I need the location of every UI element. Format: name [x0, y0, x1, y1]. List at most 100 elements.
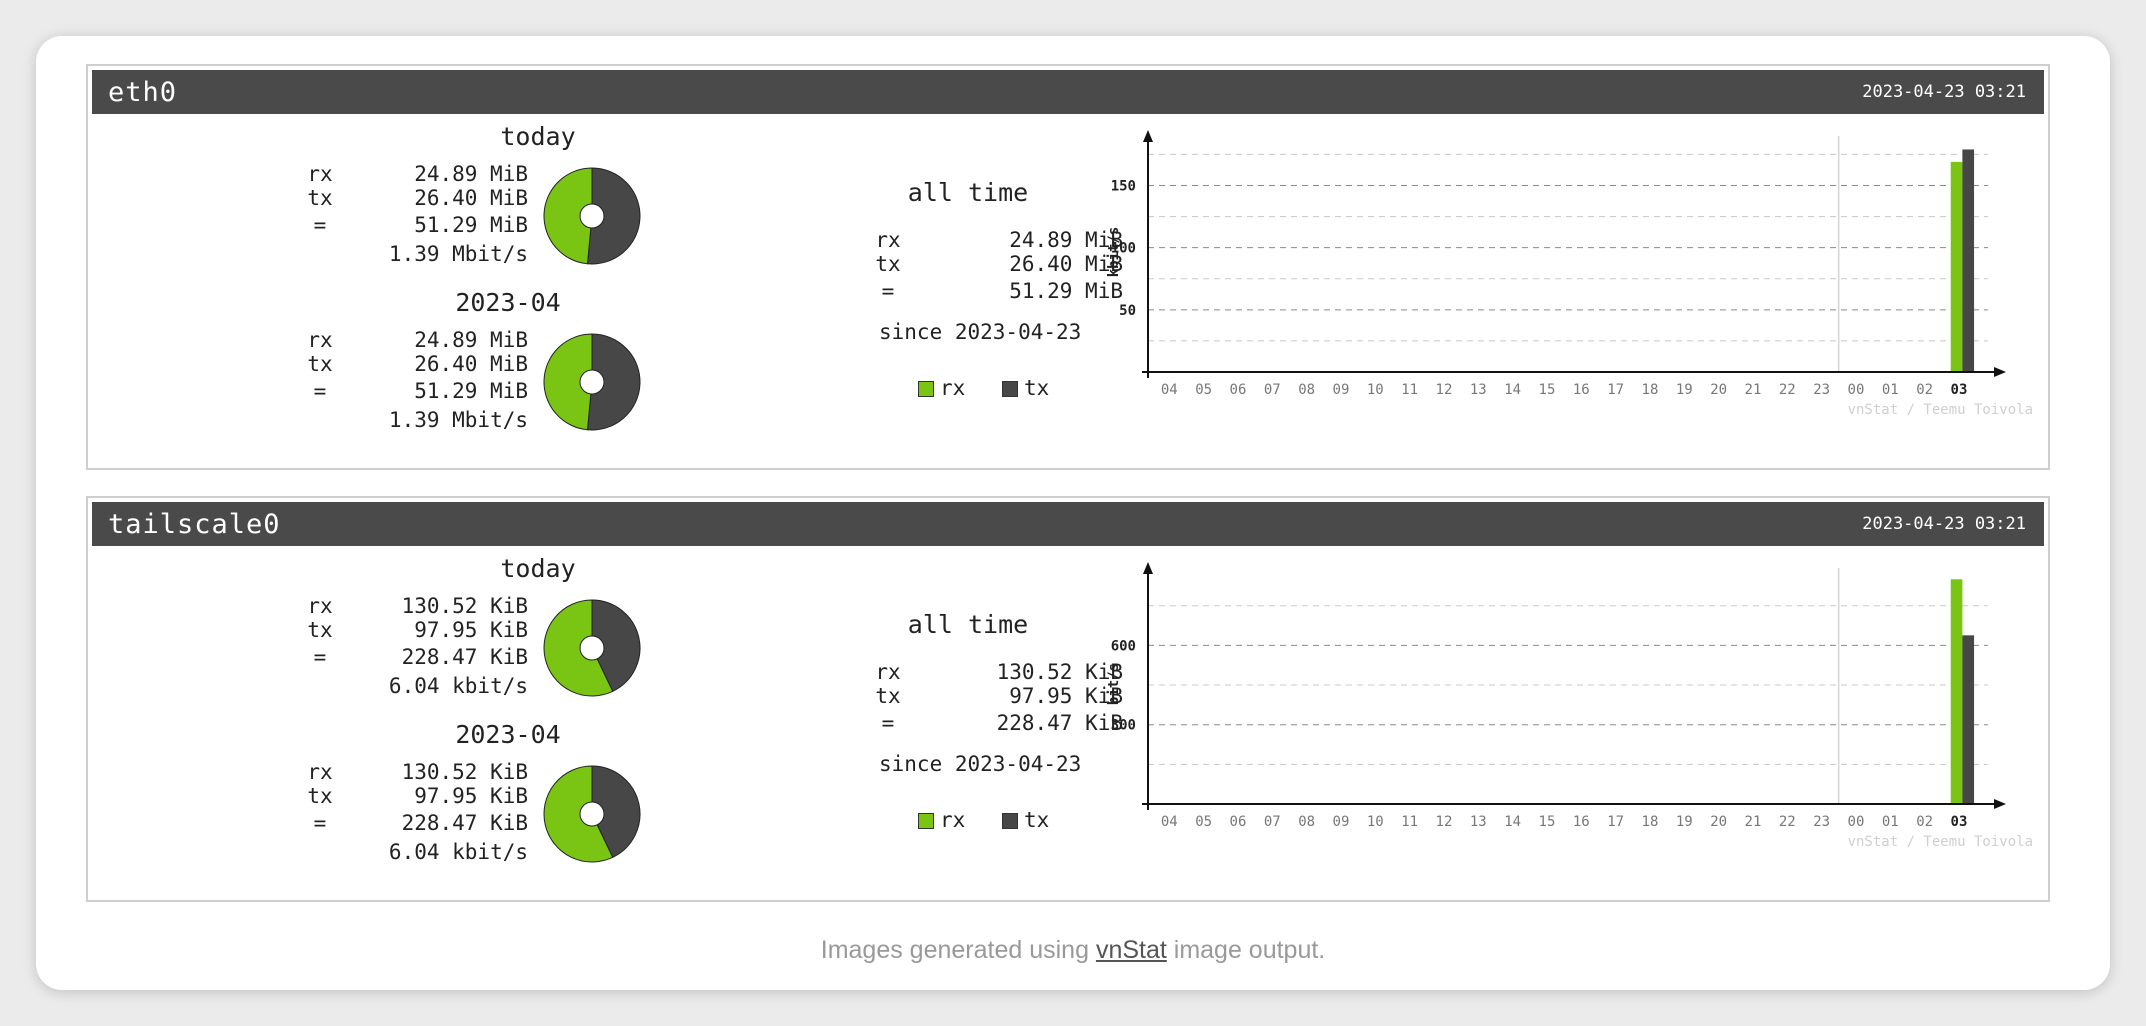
y-tick-label: 150 [1111, 179, 1136, 195]
total-label: = [881, 711, 895, 735]
pie-hole [579, 369, 605, 395]
pie-slice-rx [543, 167, 593, 265]
legend-tx-label: tx [1024, 376, 1050, 400]
bar-rx-03 [1950, 579, 1963, 804]
x-tick-label: 11 [1401, 814, 1418, 830]
x-tick-label: 01 [1882, 382, 1899, 398]
x-tick-label: 08 [1298, 814, 1315, 830]
today-title: today [500, 122, 576, 151]
timestamp: 2023-04-23 03:21 [1862, 82, 2026, 102]
since-date: since 2023-04-23 [879, 752, 1082, 776]
x-tick-label: 02 [1916, 382, 1933, 398]
x-tick-label: 04 [1161, 382, 1178, 398]
x-tick-label: 16 [1573, 382, 1590, 398]
x-tick-label: 21 [1745, 814, 1762, 830]
legend-rx-swatch [918, 813, 934, 829]
today-pie-chart [543, 167, 641, 265]
y-tick-label: 600 [1111, 638, 1136, 654]
tx-label: tx [307, 352, 333, 376]
x-axis-arrow [1994, 799, 2006, 809]
bar-tx-03 [1962, 635, 1975, 804]
rx-label: rx [307, 760, 333, 784]
x-tick-label: 17 [1607, 814, 1624, 830]
total-value: 51.29 MiB [1009, 279, 1123, 303]
y-tick-label: 300 [1111, 718, 1136, 734]
x-tick-label: 15 [1539, 814, 1556, 830]
tx-value: 97.95 KiB [414, 784, 528, 808]
hourly-traffic-chart: 04 05 06 07 08 09 10 11 12 13 14 15 16 17 18 19 20 21 22 23… [1106, 130, 2033, 418]
y-axis-label: bit/s [1106, 663, 1122, 705]
pie-hole [579, 635, 605, 661]
x-tick-label: 06 [1230, 814, 1247, 830]
x-tick-label: 19 [1676, 814, 1693, 830]
x-tick-label: 18 [1642, 382, 1659, 398]
x-tick-label: 14 [1504, 814, 1521, 830]
x-tick-label: 08 [1298, 382, 1315, 398]
pie-slice-rx [543, 599, 614, 697]
timestamp: 2023-04-23 03:21 [1862, 514, 2026, 534]
x-tick-label: 01 [1882, 814, 1899, 830]
x-tick-label: 05 [1195, 382, 1212, 398]
interface-name: tailscale0 [108, 509, 281, 540]
alltime-title: all time [907, 610, 1029, 639]
alltime-title: all time [907, 178, 1029, 207]
tx-label: tx [307, 618, 333, 642]
x-axis-arrow [1994, 367, 2006, 377]
x-tick-label: 12 [1436, 814, 1453, 830]
total-label: = [881, 279, 895, 303]
pie-hole [579, 801, 605, 827]
interface-panel-eth0: eth0 2023-04-23 03:21 today rx 24.89 MiB… [86, 64, 2050, 470]
bar-tx-03 [1962, 149, 1975, 372]
pie-hole [579, 203, 605, 229]
x-tick-label: 07 [1264, 382, 1281, 398]
x-tick-label: 07 [1264, 814, 1281, 830]
pie-slice-rx [543, 333, 593, 431]
y-axis-arrow [1143, 130, 1153, 142]
x-tick-label: 03 [1951, 814, 1968, 830]
rate-value: 6.04 kbit/s [388, 840, 528, 864]
today-title: today [500, 554, 576, 583]
rx-value: 130.52 KiB [996, 660, 1123, 684]
legend-rx-swatch [918, 381, 934, 397]
x-tick-label: 00 [1848, 382, 1865, 398]
x-tick-label: 19 [1676, 382, 1693, 398]
rate-value: 6.04 kbit/s [388, 674, 528, 698]
tx-label: tx [307, 186, 333, 210]
total-value: 228.47 KiB [996, 711, 1123, 735]
x-tick-label: 05 [1195, 814, 1212, 830]
pie-slice-tx [591, 599, 641, 692]
legend-rx-label: rx [940, 808, 966, 832]
x-tick-label: 20 [1710, 382, 1727, 398]
x-tick-label: 11 [1401, 382, 1418, 398]
month-title: 2023-04 [455, 720, 561, 749]
footer-prefix: Images generated using [820, 936, 1096, 964]
total-label: = [313, 645, 327, 669]
x-tick-label: 14 [1504, 382, 1521, 398]
rx-label: rx [307, 594, 333, 618]
x-tick-label: 12 [1436, 382, 1453, 398]
vnstat-link[interactable]: vnStat [1095, 936, 1167, 964]
rx-label: rx [307, 328, 333, 352]
x-tick-label: 10 [1367, 814, 1384, 830]
rx-value: 130.52 KiB [401, 594, 528, 618]
today-pie-chart [543, 599, 641, 697]
x-tick-label: 10 [1367, 382, 1384, 398]
legend-tx-swatch [1002, 381, 1018, 397]
x-tick-label: 06 [1230, 382, 1247, 398]
x-tick-label: 09 [1333, 382, 1350, 398]
tx-value: 97.95 KiB [1009, 684, 1123, 708]
pie-slice-tx [586, 167, 641, 265]
rx-value: 24.89 MiB [1009, 228, 1123, 252]
pie-slice-rx [543, 765, 614, 863]
month-pie-chart [543, 333, 641, 431]
hourly-traffic-chart: 04 05 06 07 08 09 10 11 12 13 14 15 16 17 18 19 20 21 22 23… [1106, 562, 2033, 850]
tx-value: 97.95 KiB [414, 618, 528, 642]
pie-slice-tx [591, 765, 641, 858]
footer: Images generated using vnStat image outp… [36, 936, 2110, 965]
rate-value: 1.39 Mbit/s [388, 242, 528, 266]
total-label: = [313, 213, 327, 237]
tx-label: tx [875, 684, 901, 708]
interface-name: eth0 [108, 77, 178, 108]
total-value: 51.29 MiB [414, 379, 528, 403]
rx-value: 130.52 KiB [401, 760, 528, 784]
